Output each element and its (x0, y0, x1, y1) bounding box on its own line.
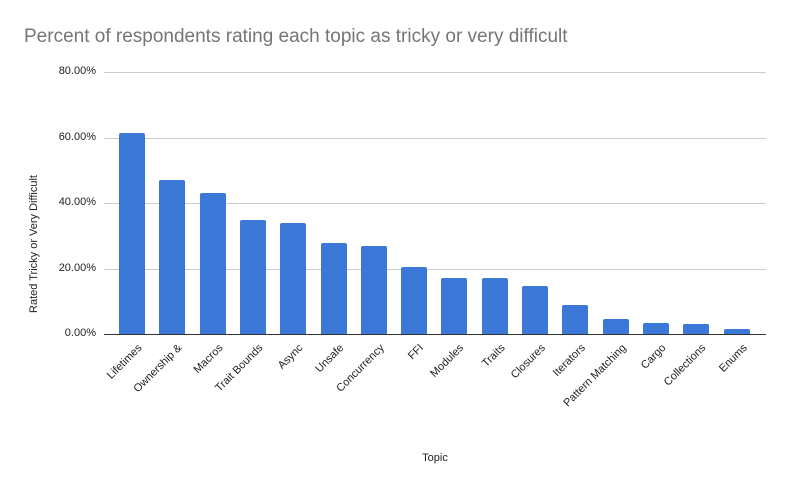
x-tick-label: Enums (716, 342, 750, 375)
bar-iterators[interactable] (562, 304, 589, 334)
x-tick-label: Closures (508, 342, 548, 382)
bar-trait-bounds[interactable] (239, 220, 266, 334)
y-tick-label: 0.00% (64, 327, 96, 339)
bar-ownership[interactable] (159, 180, 186, 334)
x-tick-label: Async (275, 342, 306, 372)
plot-area (104, 72, 766, 335)
bar-lifetimes[interactable] (119, 132, 145, 334)
bar-traits[interactable] (481, 278, 508, 334)
y-tick-label: 40.00% (58, 196, 96, 208)
gridline (104, 268, 766, 270)
x-tick-label: Traits (479, 342, 508, 370)
x-axis-line (104, 334, 766, 335)
x-tick-label: Unsafe (312, 342, 346, 376)
bar-pattern-matching[interactable] (602, 318, 629, 334)
x-axis-title: Topic (422, 452, 448, 464)
x-tick-label: Cargo (638, 342, 669, 372)
chart-title: Percent of respondents rating each topic… (24, 26, 568, 47)
bar-concurrency[interactable] (360, 245, 387, 334)
bar-modules[interactable] (441, 278, 468, 334)
x-tick-label: Modules (428, 342, 467, 380)
x-tick-label: Collections (661, 342, 709, 389)
bar-cargo[interactable] (642, 322, 669, 334)
bar-collections[interactable] (683, 323, 710, 334)
bar-ffi[interactable] (401, 266, 428, 334)
bar-async[interactable] (280, 222, 307, 334)
gridline (104, 72, 766, 73)
x-tick-label: Macros (191, 342, 226, 376)
y-tick-label: 80.00% (58, 65, 96, 77)
bar-macros[interactable] (199, 193, 226, 334)
gridline (104, 137, 766, 139)
bar-closures[interactable] (522, 285, 548, 334)
x-tick-label: Iterators (551, 342, 589, 380)
x-tick-label: FFI (405, 342, 427, 363)
gridline (104, 203, 766, 204)
y-tick-label: 20.00% (58, 261, 96, 274)
bar-enums[interactable] (723, 329, 750, 334)
y-axis-title: Rated Tricky or Very Difficult (28, 175, 40, 313)
bar-unsafe[interactable] (320, 242, 347, 334)
y-tick-label: 60.00% (58, 130, 96, 143)
x-tick-label: Lifetimes (104, 342, 145, 382)
